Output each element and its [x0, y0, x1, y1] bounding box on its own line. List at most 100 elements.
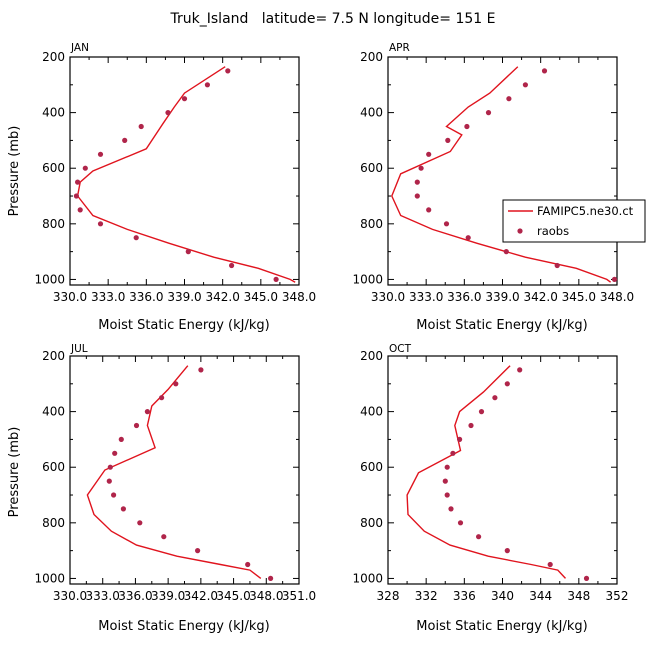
model-line	[86, 365, 262, 579]
x-tick-label: 330.0	[371, 290, 405, 304]
obs-point	[503, 249, 509, 255]
obs-point	[444, 492, 450, 498]
obs-point	[161, 534, 167, 540]
obs-point	[159, 395, 165, 401]
y-tick-label: 600	[360, 161, 383, 175]
obs-point	[106, 478, 112, 484]
x-tick-label: 339.0	[485, 290, 519, 304]
obs-point	[485, 110, 492, 116]
obs-point	[418, 165, 424, 171]
obs-point	[97, 221, 104, 227]
obs-point	[504, 548, 510, 554]
x-tick-label: 328	[377, 589, 400, 603]
obs-point	[133, 422, 140, 429]
obs-point	[443, 221, 450, 227]
x-tick-label: 336.0	[118, 589, 152, 603]
y-tick-label: 800	[42, 516, 65, 530]
obs-point	[426, 207, 432, 213]
panel-jul-label: JUL	[70, 343, 88, 355]
panel-oct-label: OCT	[389, 343, 412, 355]
obs-point	[97, 151, 104, 157]
y-tick-label: 600	[42, 460, 65, 474]
obs-point	[181, 96, 188, 102]
x-tick-label: 339.0	[151, 589, 185, 603]
panel-jul-xlabel: Moist Static Energy (kJ/kg)	[98, 619, 269, 634]
obs-point	[583, 575, 590, 582]
obs-point	[144, 409, 150, 415]
obs-point	[448, 506, 454, 512]
obs-point	[82, 165, 88, 171]
x-tick-label: 336	[453, 589, 476, 603]
x-tick-label: 339.0	[167, 290, 201, 304]
obs-point	[547, 561, 553, 568]
obs-point	[107, 464, 113, 470]
x-tick-label: 342.0	[205, 290, 239, 304]
y-tick-label: 400	[42, 106, 65, 120]
obs-point	[426, 151, 432, 157]
obs-point	[517, 367, 523, 373]
obs-point	[118, 436, 124, 442]
x-tick-label: 342.0	[184, 589, 218, 603]
x-tick-label: 352	[606, 589, 629, 603]
obs-point	[198, 367, 204, 373]
y-tick-label: 400	[42, 405, 65, 419]
x-tick-label: 348.0	[600, 290, 634, 304]
x-tick-label: 344	[529, 589, 552, 603]
legend: FAMIPC5.ne30.ct raobs	[502, 199, 646, 243]
y-tick-label: 400	[360, 405, 383, 419]
obs-point	[504, 381, 510, 387]
y-tick-label: 1000	[352, 272, 383, 286]
obs-point	[77, 207, 83, 213]
model-line	[406, 365, 567, 579]
obs-point	[468, 422, 474, 429]
panel-apr-xlabel: Moist Static Energy (kJ/kg)	[416, 318, 587, 333]
y-tick-label: 800	[360, 516, 383, 530]
panel-oct-xlabel: Moist Static Energy (kJ/kg)	[416, 619, 587, 634]
x-tick-label: 330.0	[53, 589, 87, 603]
x-tick-label: 351.0	[282, 589, 316, 603]
panel-jul-ylabel: Pressure (mb)	[7, 427, 22, 518]
obs-point	[442, 478, 448, 484]
panel-apr-label: APR	[389, 42, 410, 54]
obs-point	[185, 249, 191, 255]
y-tick-label: 200	[360, 50, 383, 64]
x-tick-label: 336.0	[447, 290, 481, 304]
x-tick-label: 348.0	[249, 589, 283, 603]
panel-jul: JUL Moist Static Energy (kJ/kg) Pressure…	[7, 343, 316, 634]
y-tick-label: 600	[360, 460, 383, 474]
panel-apr: APR Moist Static Energy (kJ/kg) 330.0 333…	[352, 42, 634, 333]
obs-point	[225, 68, 231, 74]
obs-point	[138, 123, 144, 130]
obs-point	[457, 436, 463, 442]
x-tick-label: 345.0	[216, 589, 250, 603]
x-tick-label: 348.0	[282, 290, 316, 304]
x-tick-label: 336.0	[129, 290, 163, 304]
obs-point	[229, 262, 235, 269]
x-tick-label: 330.0	[53, 290, 87, 304]
x-tick-label: 333.0	[86, 589, 120, 603]
panel-jan-xlabel: Moist Static Energy (kJ/kg)	[98, 318, 269, 333]
obs-point	[120, 506, 126, 512]
panel-jan-label: JAN	[70, 42, 89, 54]
x-tick-label: 345.0	[244, 290, 278, 304]
obs-point	[268, 575, 274, 582]
obs-point	[165, 110, 171, 116]
y-tick-label: 1000	[34, 272, 65, 286]
x-tick-label: 345.0	[562, 290, 596, 304]
obs-point	[506, 96, 512, 102]
obs-point	[414, 179, 420, 185]
x-tick-label: 340	[491, 589, 514, 603]
obs-point	[444, 464, 450, 470]
obs-point	[133, 235, 139, 241]
x-tick-label: 332	[415, 589, 438, 603]
figure-title: Truk_Island latitude= 7.5 N longitude= 1…	[170, 11, 496, 27]
obs-point	[173, 381, 179, 387]
x-tick-label: 348	[567, 589, 590, 603]
obs-point	[137, 520, 143, 526]
obs-point	[112, 450, 118, 456]
y-tick-label: 200	[360, 349, 383, 363]
obs-point	[541, 68, 548, 74]
obs-point	[111, 492, 117, 498]
panel-jan-frame	[69, 56, 300, 286]
